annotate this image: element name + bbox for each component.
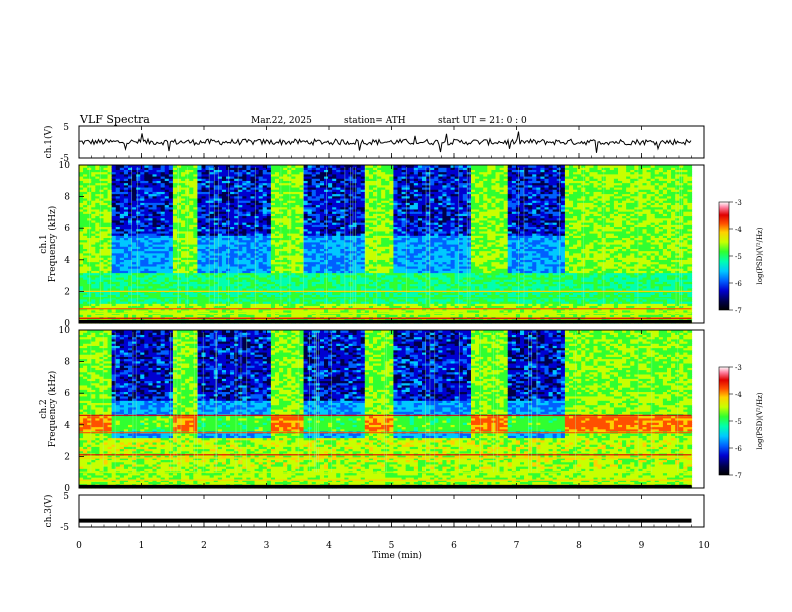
station-label: station= ATH: [344, 116, 406, 126]
frequency-tick-label: 4: [64, 256, 70, 266]
ch2-spectrogram: [79, 330, 704, 489]
ch1-spectrogram: [79, 165, 704, 324]
ch1-colorbar: -3 -4 -5 -6 -7 log(PSD)(V²/Hz): [718, 199, 764, 315]
time-axis: 0 1 2 3 4 5 6 7 8 9 10: [76, 126, 710, 551]
colorbar-tick-label: -4: [735, 226, 742, 234]
time-tick-label: 8: [576, 541, 582, 551]
colorbar-tick-label: -6: [735, 280, 742, 288]
ch2-frequency-ylabel: Frequency (kHz): [47, 371, 58, 448]
ch3-ytick-bottom: -5: [60, 523, 69, 533]
time-tick-label: 5: [389, 541, 395, 551]
colorbar-tick-label: -3: [735, 364, 742, 372]
time-tick-label: 3: [264, 541, 270, 551]
ch3-waveform-panel: 5 -5 ch.3(V): [43, 492, 705, 533]
frequency-tick-label: 10: [59, 161, 71, 171]
frequency-tick-label: 6: [64, 389, 70, 399]
time-xlabel: Time (min): [372, 550, 422, 561]
colorbar-tick-label: -5: [735, 418, 742, 426]
colorbar-tick-label: -5: [735, 253, 742, 261]
time-tick-label: 1: [139, 541, 145, 551]
colorbar-tick-label: -4: [735, 391, 742, 399]
time-tick-label: 4: [326, 541, 332, 551]
time-tick-label: 2: [201, 541, 207, 551]
frequency-tick-label: 0: [64, 484, 70, 494]
ch1-voltage-ylabel: ch.1(V): [43, 126, 54, 159]
ch2-spectrogram-panel: 0 2 4 6 8 10 Frequency (kHz) ch.2: [39, 326, 705, 494]
ch1-ytick-top: 5: [63, 123, 69, 133]
ch1-ytick-bottom: -5: [60, 154, 69, 164]
frequency-tick-label: 0: [64, 319, 70, 329]
colorbar-tick-label: -6: [735, 445, 742, 453]
colorbar-tick-label: -7: [735, 472, 742, 480]
time-tick-label: 7: [514, 541, 520, 551]
ch1-waveform-line: [78, 131, 692, 153]
start-time-label: start UT = 21: 0 : 0: [438, 116, 527, 126]
ch1-colorbar-label: log(PSD)(V²/Hz): [756, 227, 764, 284]
frequency-tick-label: 2: [64, 452, 70, 462]
ch1-waveform-panel: 5 -5 ch.1(V): [43, 123, 705, 164]
time-tick-label: 10: [698, 541, 710, 551]
colorbar-tick-label: -3: [735, 199, 742, 207]
ch1-channel-label: ch.1: [39, 234, 49, 253]
ch2-channel-label: ch.2: [39, 399, 49, 418]
frequency-tick-label: 2: [64, 287, 70, 297]
time-tick-label: 9: [639, 541, 645, 551]
ch3-voltage-ylabel: ch.3(V): [43, 495, 54, 528]
ch2-colorbar-label: log(PSD)(V²/Hz): [756, 392, 764, 449]
frequency-tick-label: 10: [59, 326, 71, 336]
ch1-spectrogram-panel: 0 2 4 6 8 10 Frequency (kHz) ch.1: [39, 161, 705, 329]
date-label: Mar.22, 2025: [251, 116, 312, 126]
colorbar-tick-label: -7: [735, 307, 742, 315]
time-tick-label: 6: [451, 541, 457, 551]
frequency-tick-label: 8: [64, 358, 70, 368]
frequency-tick-label: 6: [64, 224, 70, 234]
ch1-frequency-ylabel: Frequency (kHz): [47, 206, 58, 283]
time-tick-label: 0: [76, 541, 82, 551]
figure-title: VLF Spectra: [79, 113, 150, 126]
ch2-colorbar: -3 -4 -5 -6 -7 log(PSD)(V²/Hz): [718, 364, 764, 480]
frequency-tick-label: 8: [64, 193, 70, 203]
ch3-ytick-top: 5: [63, 492, 69, 502]
frequency-tick-label: 4: [64, 421, 70, 431]
